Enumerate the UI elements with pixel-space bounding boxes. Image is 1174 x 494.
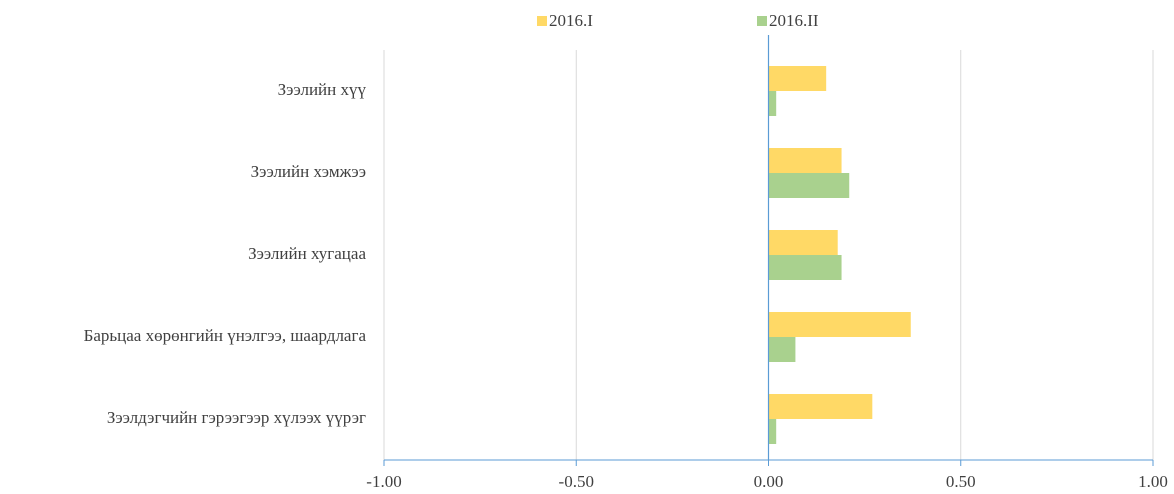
legend-swatch bbox=[757, 16, 767, 26]
legend-swatch bbox=[537, 16, 547, 26]
x-tick-label: 0.00 bbox=[754, 472, 784, 491]
x-tick-label: -1.00 bbox=[366, 472, 401, 491]
category-label: Зээлийн хэмжээ bbox=[251, 162, 366, 181]
legend-label: 2016.II bbox=[769, 11, 819, 30]
bar bbox=[768, 91, 777, 116]
bar bbox=[768, 312, 911, 337]
x-tick-label: -0.50 bbox=[559, 472, 594, 491]
category-label: Зээлийн хүү bbox=[278, 80, 367, 99]
category-label: Барьцаа хөрөнгийн үнэлгээ, шаардлага bbox=[84, 326, 367, 345]
bar bbox=[768, 255, 842, 280]
bar bbox=[768, 394, 873, 419]
bar bbox=[768, 66, 827, 91]
x-tick-label: 0.50 bbox=[946, 472, 976, 491]
bar bbox=[768, 148, 842, 173]
bar bbox=[768, 173, 850, 198]
bar bbox=[768, 419, 777, 444]
category-label: Зээлийн хугацаа bbox=[248, 244, 366, 263]
x-tick-label: 1.00 bbox=[1138, 472, 1168, 491]
bar bbox=[768, 230, 838, 255]
bar bbox=[768, 337, 796, 362]
legend-label: 2016.I bbox=[549, 11, 593, 30]
category-label: Зээлдэгчийн гэрээгээр хүлээх үүрэг bbox=[107, 408, 366, 427]
